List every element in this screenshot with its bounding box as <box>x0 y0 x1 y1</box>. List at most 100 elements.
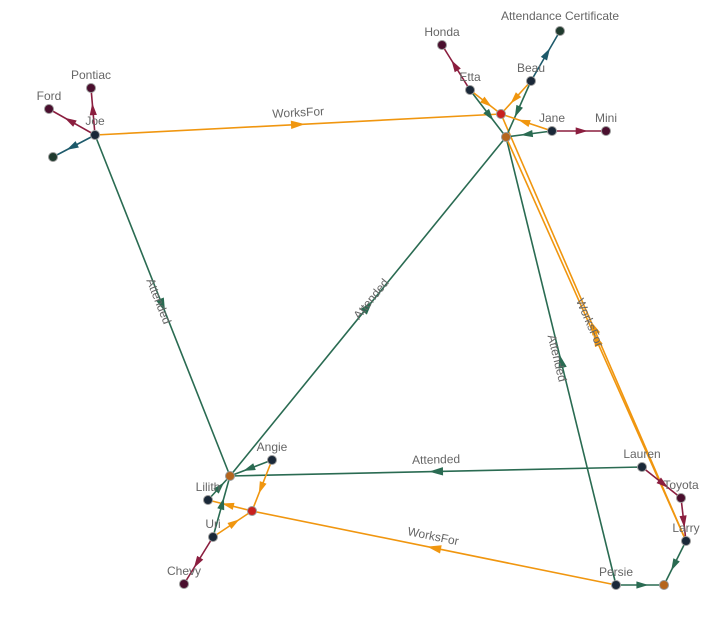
node-angie[interactable]: Angie <box>257 440 288 465</box>
node-ford[interactable]: Ford <box>37 89 62 114</box>
node-label: Beau <box>517 61 545 75</box>
node-lilith[interactable]: Lilith <box>196 480 221 505</box>
node-dot[interactable] <box>637 462 647 472</box>
edge-arrow-icon <box>64 117 77 127</box>
edge-persie-co2 <box>251 510 617 586</box>
edge-angie-sc2 <box>229 459 273 477</box>
edge-toyota-larry <box>679 497 687 542</box>
edge-beau-cert <box>530 30 561 82</box>
edge-arrow-icon <box>480 96 492 107</box>
node-uri[interactable]: Uri <box>205 517 221 542</box>
edge-joe-joedoc <box>52 134 96 158</box>
node-pontiac[interactable]: Pontiac <box>71 68 111 93</box>
edge-arrow-icon <box>217 497 225 511</box>
edge-arrow-icon <box>656 477 669 488</box>
node-label: Chevy <box>167 564 201 578</box>
node-larry[interactable]: Larry <box>672 521 700 546</box>
node-label: Mini <box>595 111 617 125</box>
node-sc2[interactable] <box>225 471 235 481</box>
node-dot[interactable] <box>526 76 536 86</box>
node-chevy[interactable]: Chevy <box>167 564 201 589</box>
edge-arrow-icon <box>483 108 494 121</box>
node-dot[interactable] <box>501 132 511 142</box>
node-dot[interactable] <box>44 104 54 114</box>
edge-label: Attended <box>143 276 174 326</box>
edge-arrow-icon <box>258 481 267 494</box>
node-label: Joe <box>85 114 105 128</box>
node-dot[interactable] <box>465 85 475 95</box>
node-label: Angie <box>257 440 288 454</box>
node-label: Persie <box>599 565 633 579</box>
node-label: Uri <box>205 517 220 531</box>
edge-arrow-icon <box>510 92 522 104</box>
node-sc1[interactable] <box>501 132 511 142</box>
edge-label: WorksFor <box>573 296 606 349</box>
node-dot[interactable] <box>611 580 621 590</box>
nodes-layer: Joe Ford Pontiac Honda Etta Attendance Certif… <box>37 9 700 590</box>
edge-persie-sc1 <box>505 136 617 586</box>
edge-joe-ford <box>48 108 96 136</box>
edge-arrow-icon <box>671 558 680 571</box>
edge-arrow-icon <box>558 354 567 369</box>
node-dot[interactable] <box>659 580 669 590</box>
node-dot[interactable] <box>267 455 277 465</box>
node-dot[interactable] <box>203 495 213 505</box>
edge-larry-sc3 <box>663 540 687 586</box>
node-label: Larry <box>672 521 699 535</box>
node-label: Attendance Certificate <box>501 9 619 23</box>
edge-arrow-icon <box>540 48 550 61</box>
edges-layer <box>48 30 687 589</box>
node-persie[interactable]: Persie <box>599 565 633 590</box>
node-joedoc[interactable] <box>48 152 58 162</box>
node-dot[interactable] <box>437 40 447 50</box>
node-dot[interactable] <box>547 126 557 136</box>
node-attendance-certificate[interactable]: Attendance Certificate <box>501 9 619 36</box>
node-co2[interactable] <box>247 506 257 516</box>
edge-uri-co2 <box>212 510 253 538</box>
node-co1[interactable] <box>496 109 506 119</box>
node-jane[interactable]: Jane <box>539 111 565 136</box>
edge-lauren-toyota <box>641 466 682 499</box>
node-dot[interactable] <box>90 130 100 140</box>
node-label: Honda <box>424 25 460 39</box>
edge-arrow-icon <box>243 463 256 471</box>
edge-jane-sc1 <box>505 129 553 138</box>
node-dot[interactable] <box>676 493 686 503</box>
node-honda[interactable]: Honda <box>424 25 460 50</box>
node-label: Toyota <box>663 478 699 492</box>
edge-arrow-icon <box>679 515 687 528</box>
node-dot[interactable] <box>208 532 218 542</box>
edge-arrow-icon <box>514 104 523 118</box>
node-toyota[interactable]: Toyota <box>663 478 699 503</box>
edge-arrow-icon <box>213 482 225 494</box>
node-dot[interactable] <box>247 506 257 516</box>
node-dot[interactable] <box>496 109 506 119</box>
edge-arrow-icon <box>290 120 305 130</box>
node-dot[interactable] <box>555 26 565 36</box>
edge-joe-sc2 <box>94 134 231 477</box>
edge-co2-lilith <box>207 499 253 512</box>
node-sc3[interactable] <box>659 580 669 590</box>
edge-etta-co1 <box>469 89 502 115</box>
node-label: Pontiac <box>71 68 111 82</box>
edge-arrow-icon <box>518 119 531 127</box>
node-dot[interactable] <box>48 152 58 162</box>
edge-label: Attended <box>351 276 392 322</box>
node-etta[interactable]: Etta <box>459 70 481 95</box>
node-lauren[interactable]: Lauren <box>623 447 661 472</box>
edge-arrow-icon <box>575 127 588 135</box>
node-joe[interactable]: Joe <box>85 114 105 140</box>
node-beau[interactable]: Beau <box>517 61 545 86</box>
edge-persie-sc3 <box>616 581 664 589</box>
node-mini[interactable]: Mini <box>595 111 617 136</box>
node-dot[interactable] <box>601 126 611 136</box>
node-label: Ford <box>37 89 62 103</box>
node-dot[interactable] <box>225 471 235 481</box>
edge-jane-co1 <box>500 113 553 132</box>
node-dot[interactable] <box>681 536 691 546</box>
node-dot[interactable] <box>86 83 96 93</box>
edge-label: Attended <box>545 333 570 383</box>
edge-larry-sc1 <box>505 136 687 542</box>
edge-arrow-icon <box>451 60 461 73</box>
node-dot[interactable] <box>179 579 189 589</box>
